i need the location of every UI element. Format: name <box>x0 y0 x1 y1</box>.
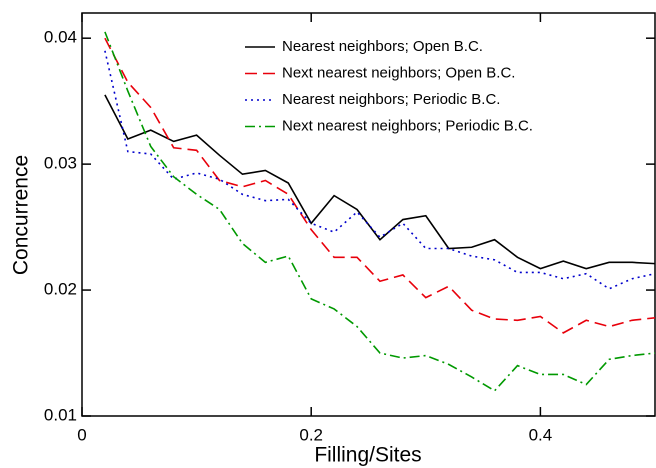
x-tick-label: 0.2 <box>299 425 323 444</box>
x-axis-label: Filling/Sites <box>314 444 421 467</box>
legend-label: Next nearest neighbors; Open B.C. <box>282 64 515 81</box>
plot-frame <box>81 12 656 417</box>
y-axis-label: Concurrence <box>10 155 33 275</box>
legend-label: Nearest neighbors; Periodic B.C. <box>282 91 500 108</box>
y-tick-label: 0.04 <box>44 28 77 47</box>
x-tick-label: 0.4 <box>529 425 553 444</box>
y-tick-label: 0.01 <box>44 405 77 424</box>
data-line <box>104 31 656 392</box>
data-line <box>104 37 656 334</box>
y-tick-label: 0.02 <box>44 280 77 299</box>
data-line <box>104 94 656 270</box>
legend-label: Nearest neighbors; Open B.C. <box>282 38 483 55</box>
data-line <box>104 50 656 290</box>
legend-label: Next nearest neighbors; Periodic B.C. <box>282 117 533 134</box>
x-tick-label: 0 <box>77 425 86 444</box>
y-tick-label: 0.03 <box>44 154 77 173</box>
